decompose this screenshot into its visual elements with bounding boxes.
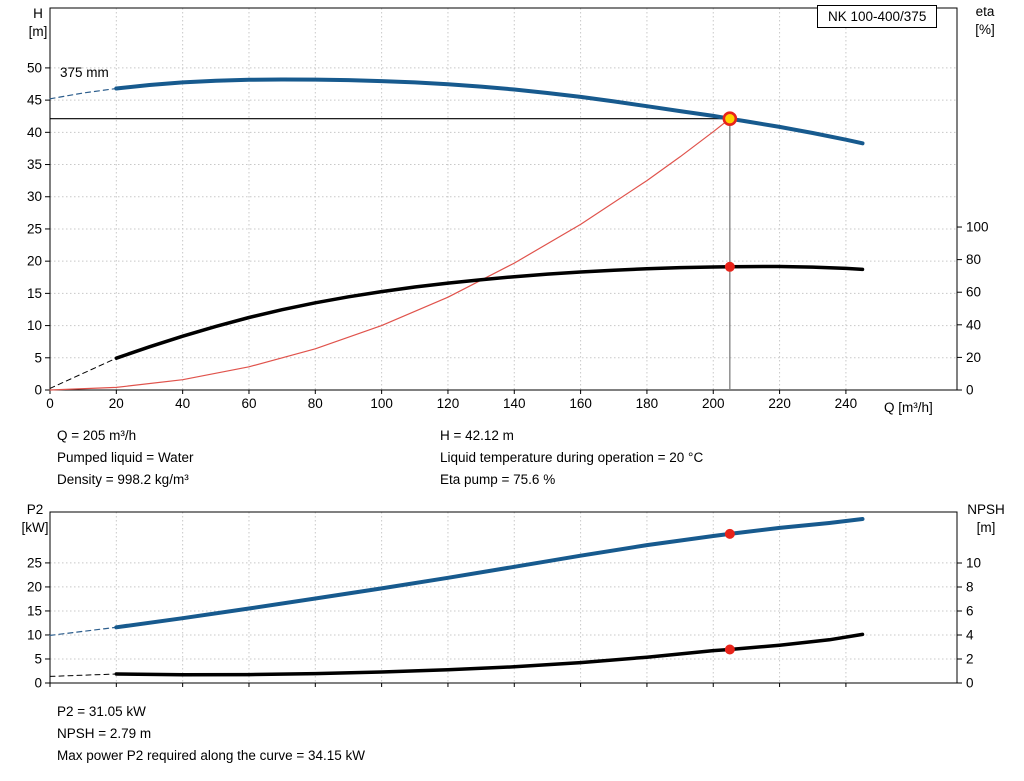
eta-axis-unit: [%] <box>975 22 995 37</box>
y-left-tick-label: 50 <box>27 60 42 75</box>
duty-point[interactable] <box>722 111 738 126</box>
y-right-tick-label: 60 <box>966 285 981 300</box>
p2-curve-extrapolated <box>49 626 117 637</box>
y-left-tick-label: 35 <box>27 157 42 172</box>
y-right-tick-label: 40 <box>966 317 981 332</box>
head-axis-name: H <box>33 6 43 21</box>
density-text: Density = 998.2 kg/m³ <box>57 472 189 487</box>
head-curve <box>114 77 865 146</box>
eta-pump-text: Eta pump = 75.6 % <box>440 472 556 487</box>
p2-curve <box>114 517 865 630</box>
y-right-tick-label: 4 <box>966 628 974 643</box>
npsh-result-text: NPSH = 2.79 m <box>57 726 152 741</box>
y-left-tick-label: 5 <box>34 350 42 365</box>
y-left-tick-label: 0 <box>34 676 42 691</box>
npsh-axis-unit: [m] <box>976 520 996 535</box>
x-tick-label: 120 <box>437 396 460 411</box>
plot-frame <box>49 7 958 391</box>
eta-curve <box>114 264 865 360</box>
eta-axis-name: eta <box>975 4 995 19</box>
x-tick-label: 160 <box>569 396 592 411</box>
npsh-curve-extrapolated <box>49 673 117 677</box>
y-right-tick-label: 0 <box>966 383 974 398</box>
x-tick-label: 40 <box>175 396 190 411</box>
y-left-tick-label: 10 <box>27 318 42 333</box>
p2-point <box>724 528 735 539</box>
y-left-tick-label: 0 <box>34 383 42 398</box>
y-right-tick-label: 100 <box>966 220 989 235</box>
y-right-tick-label: 0 <box>966 676 974 691</box>
p2-axis-label: P2 [kW] <box>14 501 56 537</box>
impeller-diameter-label: 375 mm <box>60 65 109 80</box>
x-tick-label: 180 <box>636 396 659 411</box>
y-right-tick-label: 80 <box>966 252 981 267</box>
y-left-tick-label: 20 <box>27 254 42 269</box>
flow-axis-label: Q [m³/h] <box>884 400 933 415</box>
x-tick-label: 140 <box>503 396 526 411</box>
y-left-tick-label: 15 <box>27 603 42 618</box>
eta-axis-label: eta [%] <box>966 3 1004 39</box>
head-curve-extrapolated <box>49 87 117 100</box>
system-curve <box>49 118 731 391</box>
p2-result-text: P2 = 31.05 kW <box>57 704 146 719</box>
x-tick-label: 60 <box>241 396 256 411</box>
x-tick-label: 0 <box>46 396 54 411</box>
eta-point <box>724 261 735 272</box>
npsh-point <box>724 644 735 655</box>
y-left-tick-label: 30 <box>27 189 42 204</box>
npsh-axis-name: NPSH <box>967 502 1005 517</box>
y-right-tick-label: 6 <box>966 604 974 619</box>
x-tick-label: 80 <box>308 396 323 411</box>
y-left-tick-label: 40 <box>27 125 42 140</box>
npsh-axis-label: NPSH [m] <box>962 501 1010 537</box>
y-left-tick-label: 25 <box>27 555 42 570</box>
pump-model-box: NK 100-400/375 <box>817 5 938 28</box>
performance-curve-chart: 0 5 10 15 20 25 30 35 40 45 50 0 20 40 60 80 100 0 20 40 60 8… <box>27 7 989 411</box>
duty-flow-text: Q = 205 m³/h <box>57 428 137 443</box>
x-tick-label: 240 <box>835 396 858 411</box>
plot-frame <box>49 511 958 684</box>
y-left-tick-label: 15 <box>27 286 42 301</box>
liquid-temperature-text: Liquid temperature during operation = 20… <box>440 450 704 465</box>
duty-head-text: H = 42.12 m <box>440 428 514 443</box>
head-axis-label: H [m] <box>20 5 56 41</box>
y-left-tick-label: 45 <box>27 93 42 108</box>
x-tick-label: 100 <box>370 396 393 411</box>
y-right-tick-label: 10 <box>966 556 981 571</box>
y-left-tick-label: 10 <box>27 627 42 642</box>
y-left-tick-label: 25 <box>27 221 42 236</box>
y-right-tick-label: 2 <box>966 652 974 667</box>
y-right-tick-label: 20 <box>966 350 981 365</box>
p2-axis-name: P2 <box>26 502 44 517</box>
x-tick-label: 200 <box>702 396 725 411</box>
max-power-text: Max power P2 required along the curve = … <box>57 748 366 763</box>
pumped-liquid-text: Pumped liquid = Water <box>57 450 194 465</box>
npsh-curve <box>114 632 865 677</box>
x-tick-label: 220 <box>768 396 791 411</box>
head-axis-unit: [m] <box>28 24 48 39</box>
y-right-tick-label: 8 <box>966 580 974 595</box>
y-left-tick-label: 20 <box>27 579 42 594</box>
x-tick-label: 20 <box>109 396 124 411</box>
power-npsh-chart: 0 5 10 15 20 25 0 2 4 6 8 10 <box>27 511 981 691</box>
eta-curve-extrapolated <box>49 357 117 389</box>
y-left-tick-label: 5 <box>34 651 42 666</box>
p2-axis-unit: [kW] <box>21 520 49 535</box>
